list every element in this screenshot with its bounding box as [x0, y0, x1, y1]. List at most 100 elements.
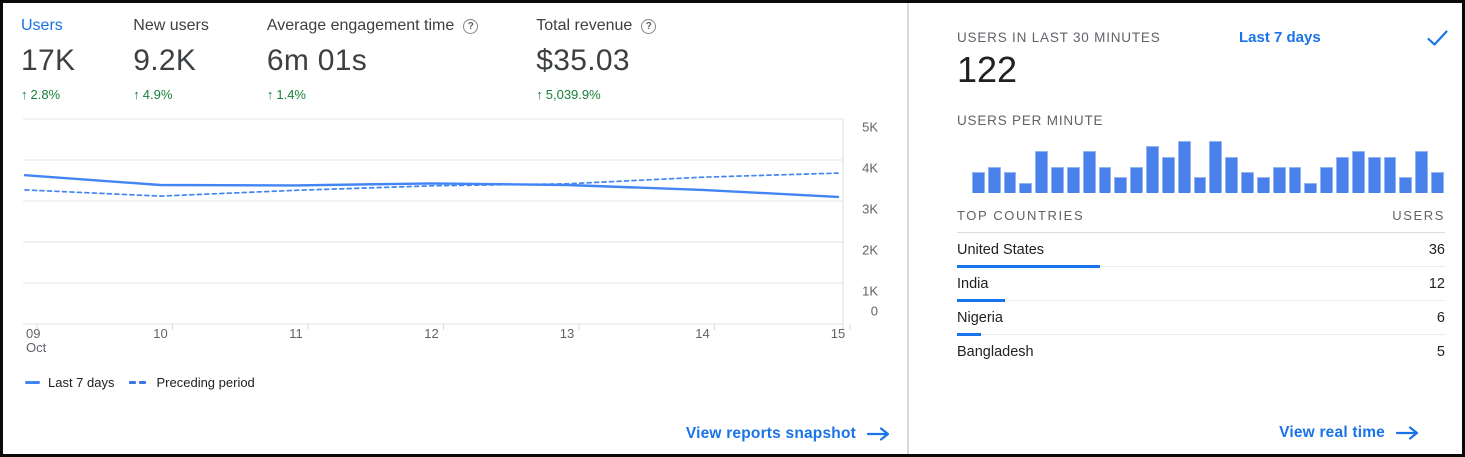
- help-icon[interactable]: ?: [641, 18, 657, 34]
- minute-bar: [1193, 177, 1207, 193]
- svg-text:13: 13: [560, 326, 574, 341]
- minute-bar: [1177, 141, 1191, 193]
- metrics-row: Users 17K ↑ 2.8% New users 9.2K ↑ 4.9% Average e…: [21, 17, 714, 102]
- minute-bar: [1114, 177, 1128, 193]
- minute-bar: [1082, 151, 1096, 193]
- metric-label-text: Users: [21, 17, 63, 34]
- metric-value: 9.2K: [133, 44, 197, 77]
- metric-label-text: Total revenue: [536, 17, 633, 34]
- top-countries-table: TOP COUNTRIES USERS United States 36 India 12…: [957, 199, 1445, 369]
- minute-bar: [1415, 151, 1429, 193]
- view-reports-snapshot-link[interactable]: View reports snapshot: [686, 425, 891, 443]
- realtime-card: USERS IN LAST 30 MINUTES Last 7 days 122…: [911, 3, 1462, 454]
- legend-item-preceding-period: Preceding period: [128, 375, 255, 390]
- svg-text:2K: 2K: [862, 242, 878, 257]
- minute-bar: [1336, 156, 1349, 193]
- minute-bar: [1288, 167, 1302, 193]
- svg-text:5K: 5K: [862, 119, 878, 134]
- minute-bar: [1256, 177, 1270, 193]
- svg-text:10: 10: [153, 326, 167, 341]
- metric-delta: ↑ 1.4%: [267, 87, 478, 102]
- minute-bar: [1019, 182, 1033, 193]
- minute-bar: [1320, 167, 1334, 193]
- metric-label: Average engagement time?: [267, 17, 479, 35]
- svg-text:15: 15: [831, 326, 845, 341]
- svg-text:0: 0: [871, 303, 878, 318]
- view-reports-snapshot-label: View reports snapshot: [685, 425, 856, 442]
- country-bar: [957, 265, 1100, 268]
- minute-bar: [972, 172, 985, 193]
- metric-tab-average-engagement-time[interactable]: Average engagement time? 6m 01s ↑ 1.4%: [266, 17, 479, 102]
- solid-line-swatch-icon: [25, 381, 40, 384]
- users-per-minute-chart[interactable]: [972, 139, 1444, 193]
- minute-bar: [1383, 156, 1397, 193]
- country-users-value: 36: [1428, 241, 1445, 258]
- minute-bar: [1098, 167, 1112, 193]
- country-row-india: India 12: [957, 267, 1445, 302]
- metric-value: $35.03: [536, 44, 630, 77]
- metric-tab-users[interactable]: Users 17K ↑ 2.8%: [21, 17, 75, 102]
- dashed-line-swatch-icon: [128, 380, 149, 385]
- metric-delta-value: 4.9%: [142, 87, 173, 102]
- check-icon: [1427, 30, 1448, 46]
- up-arrow-icon: ↑: [266, 87, 274, 102]
- period-selector[interactable]: Last 7 days: [1239, 29, 1321, 46]
- minute-bar: [1003, 172, 1017, 193]
- svg-text:4K: 4K: [862, 160, 878, 175]
- view-real-time-label: View real time: [1279, 424, 1385, 441]
- chart-legend: Last 7 days Preceding period: [25, 375, 269, 390]
- metric-delta: ↑ 5,039.9%: [536, 87, 656, 102]
- metric-label: New users: [133, 17, 209, 35]
- top-countries-header: TOP COUNTRIES: [957, 208, 1085, 223]
- svg-text:3K: 3K: [862, 201, 878, 216]
- minute-bar: [1146, 146, 1159, 193]
- users-in-last-30-minutes-title: USERS IN LAST 30 MINUTES: [957, 30, 1161, 45]
- metric-value: 17K: [21, 44, 76, 77]
- metric-label: Users: [21, 17, 75, 35]
- minute-bar: [1051, 167, 1064, 193]
- arrow-right-icon: [1395, 426, 1419, 440]
- metric-value: 6m 01s: [266, 44, 368, 77]
- help-icon[interactable]: ?: [463, 18, 479, 34]
- metric-tab-new-users[interactable]: New users 9.2K ↑ 4.9%: [133, 17, 209, 102]
- up-arrow-icon: ↑: [133, 87, 140, 102]
- metric-tab-total-revenue[interactable]: Total revenue? $35.03 ↑ 5,039.9%: [536, 17, 657, 102]
- legend-item-last-7-days: Last 7 days: [25, 375, 115, 390]
- minute-bar: [1367, 156, 1381, 193]
- view-real-time-link[interactable]: View real time: [1279, 424, 1420, 442]
- users-header: USERS: [1392, 208, 1445, 223]
- minute-bar: [1035, 151, 1049, 193]
- legend-label-preceding-period: Preceding period: [156, 375, 255, 390]
- reports-snapshot-card: Users 17K ↑ 2.8% New users 9.2K ↑ 4.9% Average e…: [3, 3, 909, 454]
- country-row-bangladesh: Bangladesh 5: [957, 335, 1445, 369]
- svg-text:11: 11: [289, 326, 303, 341]
- minute-bar: [1209, 141, 1223, 193]
- country-row-nigeria: Nigeria 6: [957, 301, 1445, 336]
- minute-bar: [1241, 172, 1254, 193]
- users-in-last-30-minutes-value: 122: [957, 49, 1018, 90]
- legend-label-last-7-days: Last 7 days: [48, 375, 115, 390]
- users-per-minute-title: USERS PER MINUTE: [957, 113, 1104, 128]
- minute-bar: [1272, 167, 1286, 193]
- metric-delta-value: 1.4%: [276, 87, 306, 102]
- arrow-right-icon: [866, 427, 890, 441]
- metric-delta-value: 5,039.9%: [545, 87, 601, 102]
- metric-delta: ↑ 4.9%: [133, 87, 209, 102]
- svg-text:1K: 1K: [862, 283, 878, 298]
- svg-text:09: 09: [26, 326, 40, 341]
- svg-text:14: 14: [695, 326, 709, 341]
- minute-bar: [1225, 156, 1239, 193]
- minute-bar: [1431, 172, 1444, 193]
- minute-bar: [1399, 177, 1413, 193]
- country-row-united-states: United States 36: [957, 233, 1445, 268]
- country-name: United States: [957, 241, 1045, 258]
- svg-text:12: 12: [424, 326, 438, 341]
- up-arrow-icon: ↑: [536, 87, 543, 102]
- metric-delta-value: 2.8%: [30, 87, 61, 102]
- svg-text:Oct: Oct: [26, 340, 47, 355]
- country-name: India: [957, 275, 989, 292]
- country-bar: [957, 333, 981, 336]
- metric-label-text: New users: [133, 17, 209, 34]
